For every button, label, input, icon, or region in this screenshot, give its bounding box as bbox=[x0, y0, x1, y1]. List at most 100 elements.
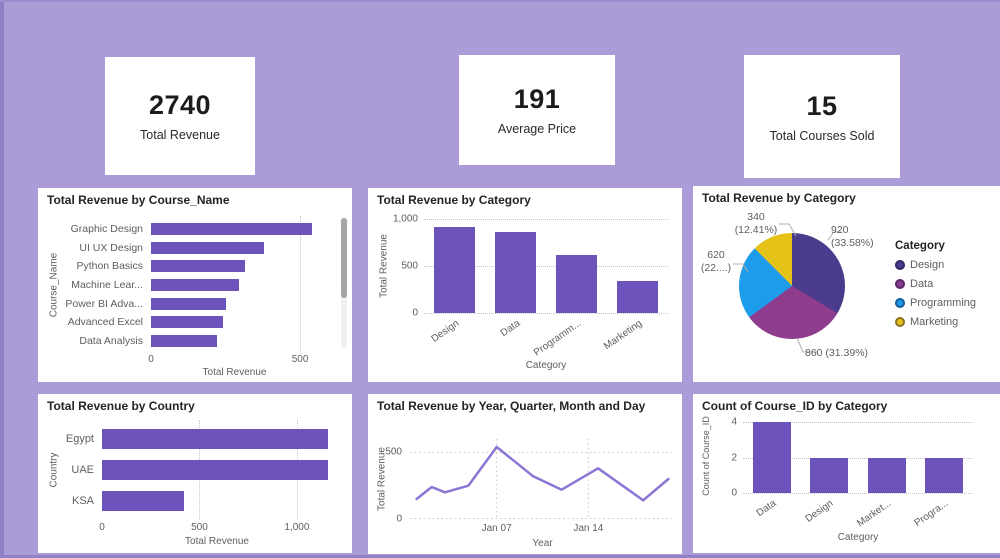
callout-label: 860 (31.39%) bbox=[805, 347, 868, 360]
legend-marker-icon bbox=[895, 298, 905, 308]
x-axis-title: Year bbox=[532, 538, 553, 549]
bar-track bbox=[151, 220, 318, 239]
chart-title: Total Revenue by Year, Quarter, Month an… bbox=[377, 399, 646, 413]
bar[interactable] bbox=[151, 279, 239, 292]
bar-row: UI UX Design bbox=[48, 239, 318, 258]
category-label: Programm... bbox=[531, 318, 583, 359]
bar[interactable] bbox=[151, 260, 245, 273]
y-axis-tick: 2 bbox=[731, 452, 737, 463]
chart-card-revenue-by-date[interactable]: Total Revenue by Year, Quarter, Month an… bbox=[368, 394, 682, 554]
bar[interactable] bbox=[495, 232, 536, 313]
category-label: UI UX Design bbox=[79, 241, 143, 254]
gridline bbox=[743, 493, 973, 494]
bar[interactable] bbox=[151, 334, 217, 347]
bar[interactable] bbox=[151, 241, 265, 254]
screen-edge-top bbox=[0, 0, 1000, 2]
gridline bbox=[743, 422, 973, 423]
legend-item[interactable]: Data bbox=[895, 278, 976, 290]
column-slot bbox=[546, 219, 607, 313]
callout-line: (12.41%) bbox=[734, 224, 778, 237]
x-axis-tick: 0 bbox=[148, 354, 154, 365]
bar[interactable] bbox=[925, 457, 964, 493]
plot-area: Jan 07 Jan 14 0 500 bbox=[385, 439, 675, 534]
chart-card-course-count-by-category[interactable]: Count of Course_ID by Category Count of … bbox=[693, 394, 1000, 553]
bar-row: KSA bbox=[48, 485, 332, 516]
bar-row: Data Analysis bbox=[48, 331, 318, 350]
x-axis-title: Total Revenue bbox=[202, 367, 267, 378]
bar-row: UAE bbox=[48, 455, 332, 486]
y-axis-tick: 0 bbox=[731, 487, 737, 499]
category-label: Machine Lear... bbox=[71, 279, 143, 292]
x-axis-title: Category bbox=[837, 532, 879, 543]
gridline bbox=[424, 219, 668, 220]
x-axis-ticks: 0 500 1,000 bbox=[99, 522, 332, 534]
category-label: Data bbox=[754, 498, 779, 520]
x-axis-tick: Jan 14 bbox=[573, 523, 604, 534]
kpi-card-total-revenue[interactable]: 2740 Total Revenue bbox=[105, 57, 255, 175]
chart-card-revenue-by-country[interactable]: Total Revenue by Country Country Egypt UA… bbox=[38, 394, 352, 553]
chart-card-revenue-by-category-bar[interactable]: Total Revenue by Category Total Revenue … bbox=[368, 188, 682, 382]
callout-line: 340 bbox=[747, 211, 765, 223]
category-label: Advanced Excel bbox=[67, 316, 143, 329]
kpi-label: Total Courses Sold bbox=[769, 128, 875, 143]
category-label: Marketing bbox=[601, 318, 644, 353]
callout-line: 860 (31.39%) bbox=[805, 347, 869, 359]
bar-row: Machine Lear... bbox=[48, 276, 318, 295]
x-axis-ticks: 0 500 bbox=[148, 354, 318, 366]
y-axis-tick: 1,000 bbox=[392, 213, 418, 225]
x-axis-tick: 0 bbox=[99, 522, 105, 533]
category-label: UAE bbox=[71, 464, 94, 476]
bar[interactable] bbox=[752, 422, 791, 493]
category-label: Market... bbox=[854, 498, 894, 530]
legend-item[interactable]: Programming bbox=[895, 297, 976, 309]
column-slot bbox=[916, 422, 974, 493]
bar[interactable] bbox=[867, 457, 906, 493]
bar[interactable] bbox=[810, 457, 849, 493]
bar[interactable] bbox=[102, 490, 184, 511]
bar[interactable] bbox=[102, 429, 329, 450]
chart-card-revenue-by-course-name[interactable]: Total Revenue by Course_Name Course_Name… bbox=[38, 188, 352, 382]
bar[interactable] bbox=[617, 281, 658, 313]
chart-title: Total Revenue by Category bbox=[377, 193, 531, 207]
pie[interactable] bbox=[739, 233, 845, 339]
scrollbar-thumb[interactable] bbox=[341, 218, 347, 298]
y-axis-tick: 500 bbox=[385, 446, 402, 458]
bar[interactable] bbox=[151, 297, 226, 310]
legend-item[interactable]: Design bbox=[895, 259, 976, 271]
category-label: Data Analysis bbox=[79, 334, 143, 347]
legend-title: Category bbox=[895, 240, 945, 252]
bar[interactable] bbox=[151, 316, 223, 329]
line-chart-svg bbox=[410, 439, 675, 519]
scrollbar-track[interactable] bbox=[341, 218, 347, 348]
bar-track bbox=[102, 455, 332, 486]
gridline bbox=[424, 313, 668, 314]
bar[interactable] bbox=[556, 254, 597, 313]
column-slot bbox=[424, 219, 485, 313]
kpi-card-average-price[interactable]: 191 Average Price bbox=[459, 55, 615, 165]
legend-item[interactable]: Marketing bbox=[895, 316, 976, 328]
bar[interactable] bbox=[151, 223, 313, 236]
column-slot bbox=[743, 422, 801, 493]
gridline bbox=[300, 216, 302, 354]
plot-area: 0 500 1,000 bbox=[393, 214, 668, 319]
bar[interactable] bbox=[102, 460, 329, 480]
bar-track bbox=[151, 239, 318, 258]
y-axis-tick: 0 bbox=[412, 307, 418, 319]
chart-card-revenue-by-category-pie[interactable]: Total Revenue by Category 920 (33.58%) 860… bbox=[693, 186, 1000, 382]
chart-title: Total Revenue by Course_Name bbox=[47, 193, 230, 207]
bar-row: Python Basics bbox=[48, 257, 318, 276]
kpi-card-total-courses-sold[interactable]: 15 Total Courses Sold bbox=[744, 55, 900, 178]
bar-track bbox=[151, 294, 318, 313]
x-axis-title: Total Revenue bbox=[185, 536, 249, 547]
line-series[interactable] bbox=[415, 445, 670, 502]
x-axis-tick: 500 bbox=[291, 354, 309, 365]
bar-row: Egypt bbox=[48, 424, 332, 455]
category-label: Egypt bbox=[65, 433, 94, 446]
column-slot bbox=[485, 219, 546, 313]
bar[interactable] bbox=[434, 226, 475, 313]
category-label: Data bbox=[498, 318, 522, 340]
kpi-value: 2740 bbox=[148, 90, 212, 120]
callout-label: 920 (33.58%) bbox=[831, 224, 874, 250]
bar-row: Power BI Adva... bbox=[48, 294, 318, 313]
kpi-label: Average Price bbox=[497, 122, 577, 136]
